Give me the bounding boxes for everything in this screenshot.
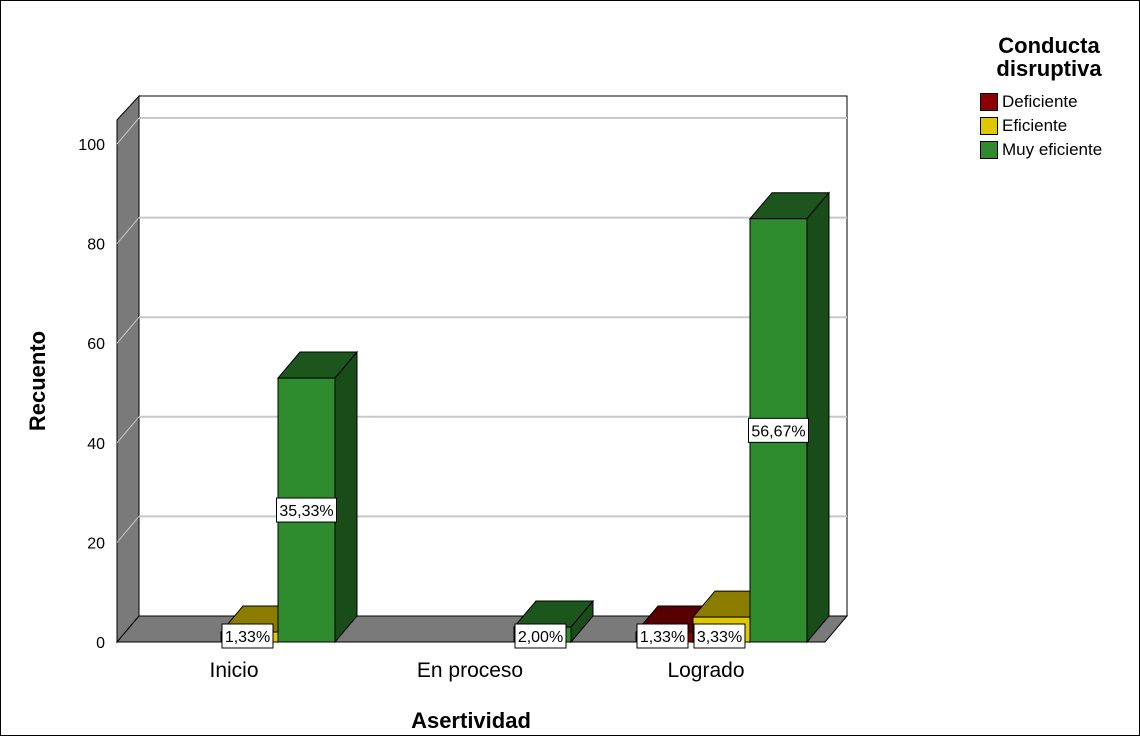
- x-tick-label: Inicio: [209, 659, 258, 682]
- data-label: 1,33%: [221, 623, 274, 649]
- svg-text:35,33%: 35,33%: [279, 503, 333, 520]
- data-labels: 1,33% 35,33% 2,00% 1,33% 3,33% 56,67%: [221, 417, 809, 649]
- svg-text:2,00%: 2,00%: [518, 629, 563, 646]
- gridline-side: [116, 416, 140, 444]
- y-tick-label: 0: [96, 635, 105, 652]
- y-tick-label: 80: [87, 237, 105, 254]
- y-tick-label: 60: [87, 336, 105, 353]
- svg-text:1,33%: 1,33%: [640, 629, 685, 646]
- legend-swatch: [980, 117, 998, 135]
- svg-text:3,33%: 3,33%: [697, 629, 742, 646]
- chart-walls: [115, 94, 849, 644]
- x-tick-label: Logrado: [667, 659, 744, 682]
- data-label: 3,33%: [693, 623, 746, 649]
- y-axis: 0 20 40 60 80 100: [78, 137, 105, 652]
- data-label: 1,33%: [636, 623, 689, 649]
- x-tick-label: En proceso: [417, 659, 523, 682]
- back-wall: [138, 95, 848, 617]
- data-label: 56,67%: [748, 417, 809, 443]
- bar-logrado-muy-eficiente: [748, 191, 831, 644]
- legend-label: Deficiente: [1002, 92, 1078, 111]
- svg-text:56,67%: 56,67%: [751, 423, 805, 440]
- data-label: 2,00%: [514, 623, 567, 649]
- legend-item: Deficiente: [980, 90, 1140, 114]
- data-label: 35,33%: [276, 497, 337, 523]
- gridline-side: [116, 117, 140, 145]
- gridline-side: [116, 516, 140, 543]
- legend: Conducta disruptiva Deficiente Eficiente M…: [980, 34, 1140, 162]
- legend-swatch: [980, 141, 998, 159]
- legend-title: Conducta disruptiva: [996, 33, 1102, 81]
- legend-items: Deficiente Eficiente Muy eficiente: [980, 90, 1140, 162]
- gridline-side: [116, 217, 140, 244]
- legend-label: Eficiente: [1002, 116, 1068, 135]
- y-axis-title: Recuento: [25, 331, 50, 431]
- y-tick-label: 40: [87, 436, 105, 453]
- y-tick-label: 100: [78, 137, 105, 154]
- side-wall: [116, 94, 140, 644]
- svg-text:1,33%: 1,33%: [225, 629, 270, 646]
- y-tick-label: 20: [87, 535, 105, 552]
- bar-inicio-muy-eficiente: [276, 350, 359, 644]
- legend-item: Muy eficiente: [980, 138, 1140, 162]
- gridlines: [116, 117, 847, 543]
- x-axis-title: Asertividad: [411, 708, 531, 733]
- legend-item: Eficiente: [980, 114, 1140, 138]
- legend-swatch: [980, 93, 998, 111]
- gridline-side: [116, 316, 140, 344]
- x-axis: Inicio En proceso Logrado: [209, 659, 744, 682]
- legend-label: Muy eficiente: [1002, 140, 1103, 159]
